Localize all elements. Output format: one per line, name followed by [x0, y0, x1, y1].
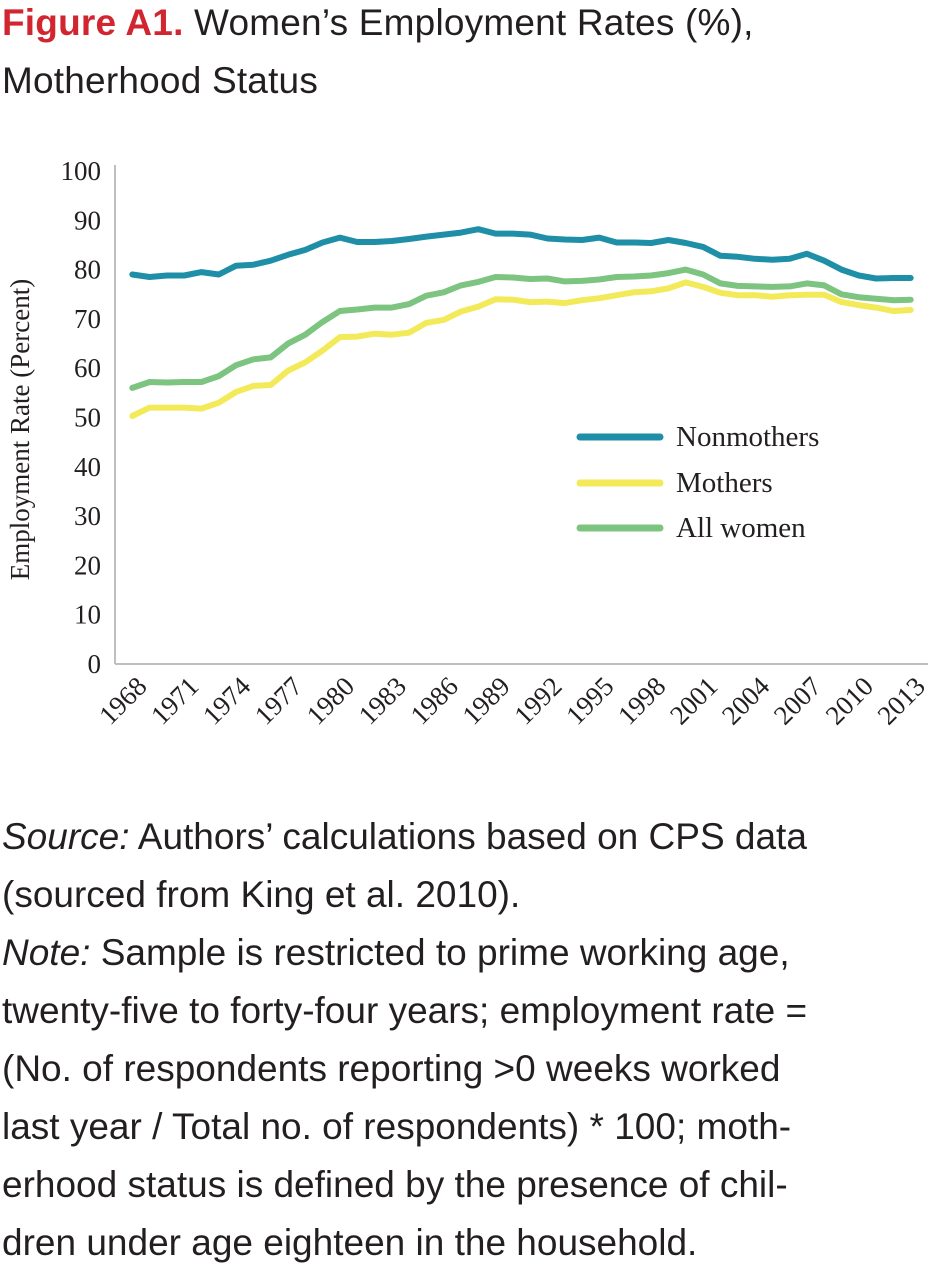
x-tick-label: 1968	[93, 671, 152, 730]
x-tick-label: 1980	[301, 671, 360, 730]
y-tick-label: 0	[88, 649, 102, 679]
x-tick-label: 1983	[353, 671, 412, 730]
line-chart: 0102030405060708090100196819711974197719…	[5, 156, 931, 731]
y-tick-label: 60	[74, 353, 101, 383]
y-tick-label: 30	[74, 501, 101, 531]
x-tick-label: 2007	[768, 671, 827, 730]
x-tick-label: 2010	[820, 671, 879, 730]
note-line-2: twenty-five to forty-four years; employm…	[2, 990, 808, 1031]
y-tick-label: 20	[74, 550, 101, 580]
legend-label: All women	[676, 512, 806, 544]
y-tick-label: 40	[74, 452, 101, 482]
y-axis-title: Employment Rate (Percent)	[5, 279, 35, 580]
x-tick-label: 1992	[508, 671, 567, 730]
y-tick-label: 80	[74, 255, 101, 285]
note-line-6: dren under age eighteen in the household…	[2, 1222, 698, 1263]
note-line-5: erhood status is defined by the presence…	[2, 1164, 788, 1205]
y-tick-label: 70	[74, 304, 101, 334]
x-tick-label: 2013	[872, 671, 931, 730]
x-tick-label: 1998	[612, 671, 671, 730]
y-tick-label: 10	[74, 600, 101, 630]
title-text: Women’s Employment Rates (%),	[194, 2, 754, 43]
x-tick-label: 1971	[145, 671, 204, 730]
series-line-3	[129, 266, 914, 391]
figure-notes: Source: Authors’ calculations based on C…	[2, 808, 941, 1272]
x-tick-label: 1974	[197, 671, 257, 731]
legend-label: Nonmothers	[676, 421, 819, 453]
x-tick-label: 2001	[664, 671, 723, 730]
x-tick-label: 2004	[716, 671, 776, 731]
legend-label: Mothers	[676, 467, 773, 499]
source-label: Source:	[2, 816, 130, 857]
figure-title: Figure A1. Women’s Employment Rates (%),…	[2, 0, 937, 110]
note-text: Sample is restricted to prime working ag…	[100, 932, 790, 973]
note-label: Note:	[2, 932, 91, 973]
note-line-4: last year / Total no. of respondents) * …	[2, 1106, 792, 1147]
figure-label: Figure A1.	[2, 2, 184, 43]
x-tick-label: 1986	[405, 671, 464, 730]
series-line-1	[129, 226, 914, 282]
note-line-3: (No. of respondents reporting >0 weeks w…	[2, 1048, 781, 1089]
source-line-1: Source: Authors’ calculations based on C…	[2, 808, 941, 866]
y-tick-label: 50	[74, 403, 101, 433]
series-line-2	[129, 279, 914, 419]
y-tick-label: 100	[61, 156, 102, 186]
x-tick-label: 1977	[249, 671, 308, 730]
title-line-1: Figure A1. Women’s Employment Rates (%),	[2, 0, 937, 52]
source-line-2: (sourced from King et al. 2010).	[2, 874, 521, 915]
y-tick-label: 90	[74, 205, 101, 235]
title-line-2: Motherhood Status	[2, 60, 319, 101]
x-tick-label: 1995	[560, 671, 619, 730]
x-tick-label: 1989	[456, 671, 515, 730]
note-line-1: Note: Sample is restricted to prime work…	[2, 924, 941, 982]
source-text: Authors’ calculations based on CPS data	[137, 816, 807, 857]
